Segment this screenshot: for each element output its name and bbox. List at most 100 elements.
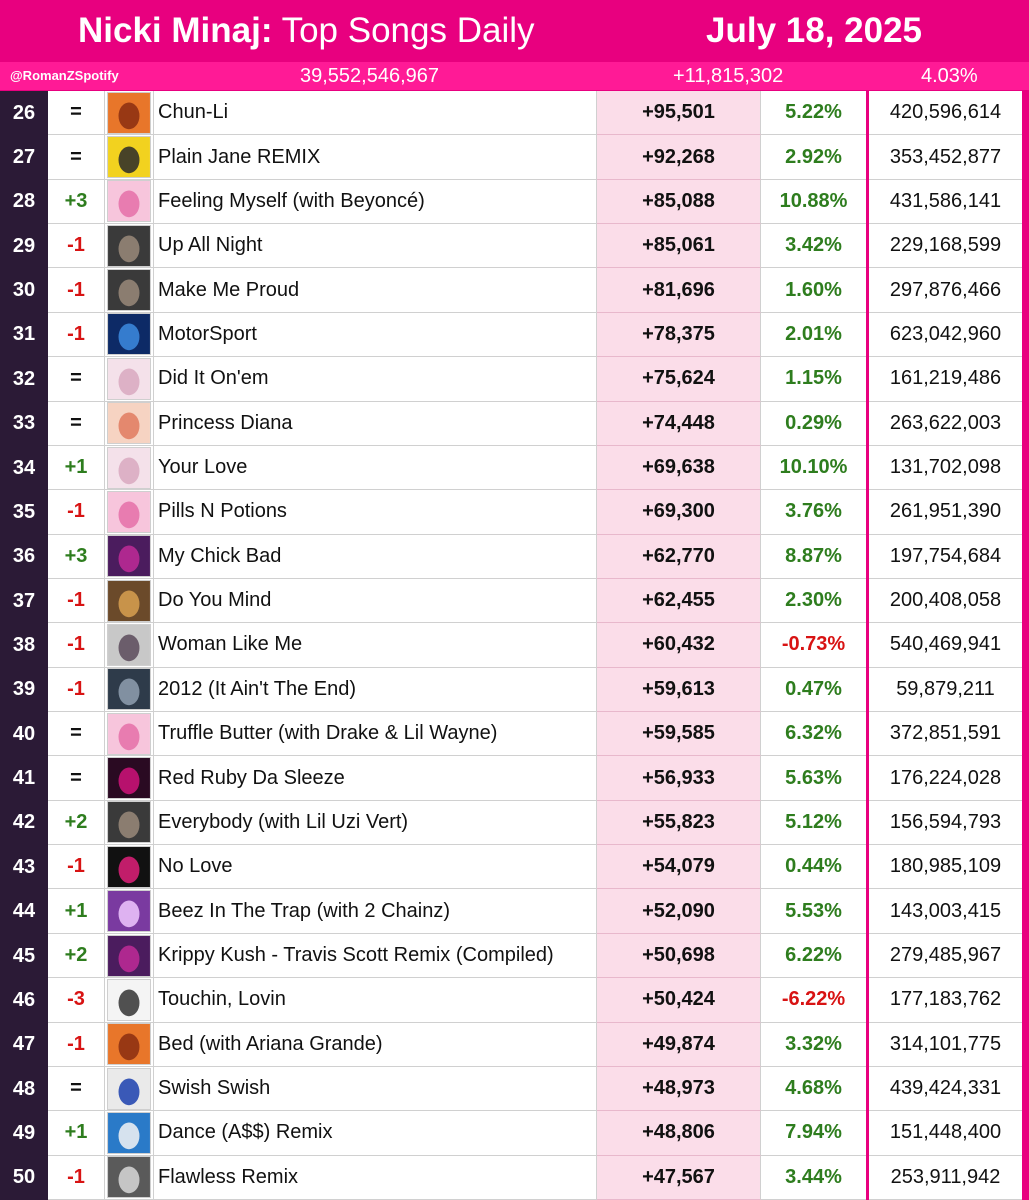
movement-cell: -1 <box>48 667 105 713</box>
album-cover-image <box>107 934 151 977</box>
movement-cell: = <box>48 91 105 136</box>
song-title-cell: Plain Jane REMIX <box>154 135 597 180</box>
rank-cell: 39 <box>0 667 48 713</box>
movement-cell: -1 <box>48 1155 105 1200</box>
right-border <box>1022 978 1029 1023</box>
cover-cell <box>105 1155 154 1200</box>
daily-streams-cell: +78,375 <box>597 312 761 358</box>
column-divider <box>866 490 869 535</box>
song-title-cell: Dance (A$$) Remix <box>154 1111 597 1156</box>
movement-cell: = <box>48 756 105 801</box>
cover-figure <box>118 501 140 529</box>
album-cover-image <box>107 757 151 800</box>
album-cover-image <box>107 91 151 134</box>
right-border <box>1022 534 1029 579</box>
cover-figure <box>118 146 140 174</box>
daily-change-cell: 0.29% <box>761 402 866 446</box>
column-divider <box>866 1066 869 1112</box>
album-cover-image <box>107 845 151 888</box>
album-cover-image <box>107 490 151 533</box>
column-divider <box>866 889 869 934</box>
cover-cell <box>105 578 154 624</box>
daily-change-cell: 0.44% <box>761 845 866 890</box>
album-cover-image <box>107 801 151 844</box>
daily-change-cell: 6.22% <box>761 934 866 979</box>
cover-cell <box>105 490 154 535</box>
column-divider <box>866 845 869 890</box>
total-streams-cell: 131,702,098 <box>869 446 1022 491</box>
chart-date: July 18, 2025 <box>706 11 922 50</box>
daily-streams-cell: +60,432 <box>597 623 761 668</box>
column-divider <box>866 135 869 180</box>
table-row: 46 -3 Touchin, Lovin +50,424 -6.22% 177,183,7… <box>0 978 1029 1023</box>
column-divider <box>866 667 869 713</box>
cover-cell <box>105 445 154 491</box>
rank-cell: 33 <box>0 401 48 446</box>
right-border <box>1022 578 1029 624</box>
album-cover-image <box>107 1023 151 1066</box>
right-border <box>1022 623 1029 668</box>
rank-cell: 34 <box>0 445 48 491</box>
table-row: 41 = Red Ruby Da Sleeze +56,933 5.63% 176,224… <box>0 756 1029 801</box>
daily-change-cell: 5.12% <box>761 801 866 846</box>
daily-change-cell: 3.42% <box>761 224 866 269</box>
daily-change-cell: 4.68% <box>761 1067 866 1112</box>
daily-streams-cell: +92,268 <box>597 135 761 180</box>
rank-cell: 36 <box>0 534 48 579</box>
daily-change-cell: 2.92% <box>761 135 866 180</box>
album-cover-image <box>107 1156 151 1199</box>
daily-streams-cell: +85,061 <box>597 224 761 269</box>
daily-streams-cell: +48,973 <box>597 1066 761 1112</box>
cover-figure <box>118 634 140 662</box>
table-row: 36 +3 My Chick Bad +62,770 8.87% 197,754,684 <box>0 534 1029 579</box>
album-cover-image <box>107 978 151 1021</box>
movement-cell: +1 <box>48 1111 105 1156</box>
cover-figure <box>118 945 140 972</box>
song-title-cell: Up All Night <box>154 224 597 269</box>
rank-cell: 28 <box>0 179 48 225</box>
daily-change-cell: 1.60% <box>761 268 866 313</box>
movement-cell: -1 <box>48 312 105 358</box>
daily-change-cell: -6.22% <box>761 978 866 1023</box>
cover-cell <box>105 756 154 801</box>
right-border <box>1022 1066 1029 1112</box>
song-title-cell: MotorSport <box>154 312 597 358</box>
songs-table: 26 = Chun-Li +95,501 5.22% 420,596,614 27 = Plai… <box>0 91 1029 1200</box>
total-streams-cell: 540,469,941 <box>869 623 1022 668</box>
daily-streams-cell: +69,300 <box>597 490 761 535</box>
chart-title: Nicki Minaj: Top Songs Daily <box>78 10 535 52</box>
daily-change-cell: 3.44% <box>761 1156 866 1200</box>
right-border <box>1022 1111 1029 1156</box>
cover-cell <box>105 1022 154 1067</box>
cover-figure <box>118 900 140 928</box>
song-title-cell: Woman Like Me <box>154 623 597 668</box>
daily-change-cell: 3.32% <box>761 1023 866 1067</box>
movement-cell: -1 <box>48 845 105 890</box>
song-title-cell: Truffle Butter (with Drake & Lil Wayne) <box>154 712 597 757</box>
song-title-cell: No Love <box>154 845 597 890</box>
rank-cell: 44 <box>0 889 48 934</box>
cover-cell <box>105 933 154 979</box>
daily-change-cell: 6.32% <box>761 712 866 757</box>
table-row: 28 +3 Feeling Myself (with Beyoncé) +85,088… <box>0 179 1029 225</box>
daily-change-cell: 0.47% <box>761 668 866 713</box>
daily-change-cell: 7.94% <box>761 1111 866 1156</box>
total-streams-cell: 180,985,109 <box>869 845 1022 890</box>
daily-streams-cell: +52,090 <box>597 889 761 934</box>
right-border <box>1022 933 1029 979</box>
song-title-cell: Flawless Remix <box>154 1155 597 1200</box>
column-divider <box>866 357 869 402</box>
daily-change-cell: -0.73% <box>761 623 866 668</box>
cover-figure <box>118 412 140 440</box>
album-cover-image <box>107 136 151 179</box>
rank-cell: 46 <box>0 978 48 1023</box>
daily-streams-cell: +85,088 <box>597 179 761 225</box>
daily-change-cell: 5.22% <box>761 91 866 136</box>
daily-streams-cell: +59,613 <box>597 667 761 713</box>
table-row: 40 = Truffle Butter (with Drake & Lil Wayn… <box>0 712 1029 757</box>
daily-streams-cell: +62,770 <box>597 534 761 579</box>
table-row: 39 -1 2012 (It Ain't The End) +59,613 0.47%… <box>0 667 1029 713</box>
movement-cell: -1 <box>48 623 105 668</box>
table-row: 26 = Chun-Li +95,501 5.22% 420,596,614 <box>0 91 1029 136</box>
cover-figure <box>118 545 140 573</box>
